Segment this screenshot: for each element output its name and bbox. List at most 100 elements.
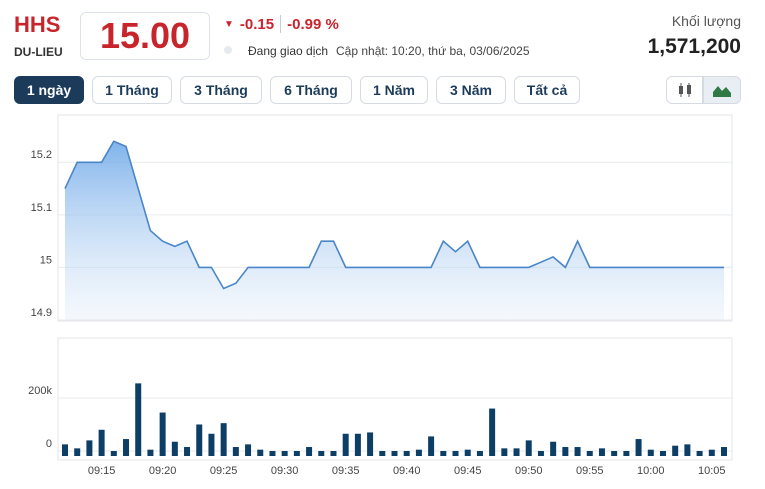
volume-bar (257, 449, 264, 456)
volume-bar (684, 444, 691, 456)
range-tab[interactable]: 1 Tháng (92, 76, 172, 104)
volume-bar (318, 451, 325, 456)
symbol: HHS (14, 12, 61, 37)
volume-bar (147, 449, 154, 456)
price: 15.00 (80, 12, 210, 60)
y-tick-label: 0 (46, 438, 52, 450)
down-arrow: ▼ (224, 18, 234, 30)
volume-bar (306, 447, 313, 456)
x-tick-label: 09:50 (515, 465, 543, 477)
exchange: DU-LIEU (14, 45, 63, 59)
volume-bar (647, 449, 654, 456)
y-tick-label: 15 (40, 254, 52, 266)
volume-bar (562, 447, 569, 456)
area-icon (713, 86, 731, 97)
volume-bar (62, 444, 68, 456)
volume-bar (415, 449, 422, 456)
volume-bar (721, 447, 727, 456)
volume-bar (452, 451, 459, 456)
volume-bar (476, 451, 483, 456)
volume-label: Khối lượng (671, 13, 741, 29)
x-tick-label: 09:25 (210, 465, 238, 477)
y-tick-label: 200k (28, 385, 52, 397)
range-tab[interactable]: 3 Năm (436, 76, 506, 104)
range-tab[interactable]: 6 Tháng (270, 76, 352, 104)
volume-bar (379, 451, 386, 456)
volume-bar (464, 449, 471, 456)
volume: 1,571,200 (647, 35, 741, 58)
volume-bar (74, 448, 81, 456)
x-tick-label: 10:00 (637, 465, 665, 477)
price-frame (57, 114, 733, 322)
candle-icon (678, 83, 691, 97)
volume-bar (196, 424, 203, 456)
volume-bar (403, 451, 410, 456)
volume-bar (159, 412, 166, 456)
volume-bar (245, 444, 252, 456)
range-tab[interactable]: Tất cả (514, 76, 580, 104)
x-tick-label: 09:40 (393, 465, 421, 477)
volume-bar (281, 451, 288, 456)
volume-bar (391, 451, 398, 456)
volume-bar (574, 447, 581, 456)
volume-bar (330, 451, 337, 456)
status-dot (224, 46, 232, 54)
change-box: ▼ -0.15 -0.99 % (224, 15, 339, 33)
volume-bar (342, 433, 349, 456)
volume-bar (537, 451, 544, 456)
volume-bar (110, 451, 117, 456)
volume-bar (501, 448, 508, 456)
volume-bar (525, 440, 532, 456)
price-area (65, 141, 724, 320)
x-tick-label: 09:45 (454, 465, 482, 477)
volume-bar (269, 451, 276, 456)
volume-bar (135, 383, 142, 456)
volume-bar (513, 448, 520, 456)
y-tick-label: 15.1 (31, 202, 52, 214)
volume-bar (696, 451, 703, 456)
volume-bar (440, 451, 447, 456)
range-tab[interactable]: 1 ngày (14, 76, 84, 104)
y-tick-label: 15.2 (31, 149, 52, 161)
updated: Cập nhật: 10:20, thứ ba, 03/06/2025 (336, 44, 530, 58)
change: -0.15 (239, 15, 275, 33)
divider (280, 15, 282, 33)
volume-bar (208, 433, 215, 456)
volume-bar (184, 447, 191, 456)
price-line (64, 140, 724, 290)
volume-bar (123, 439, 130, 456)
range-tab[interactable]: 3 Tháng (180, 76, 262, 104)
volume-bar (428, 436, 435, 456)
volume-bar (611, 451, 618, 456)
range-tab[interactable]: 1 Năm (360, 76, 428, 104)
x-tick-label: 09:55 (576, 465, 604, 477)
x-tick-label: 09:30 (271, 465, 299, 477)
status: Đang giao dịch (248, 44, 329, 58)
volume-frame (57, 337, 733, 461)
x-tick-label: 09:20 (149, 465, 177, 477)
x-tick-label: 10:05 (698, 465, 726, 477)
area-toggle[interactable] (703, 76, 741, 104)
volume-bar (598, 448, 605, 456)
volume-bar (489, 408, 496, 456)
x-tick-label: 09:15 (88, 465, 116, 477)
volume-bar (635, 439, 642, 456)
volume-bar (659, 451, 666, 456)
y-tick-label: 14.9 (31, 307, 52, 319)
x-tick-label: 09:35 (332, 465, 360, 477)
volume-bar (98, 429, 105, 456)
volume-bar (586, 451, 593, 456)
candle-toggle[interactable] (666, 76, 703, 104)
volume-bar (708, 449, 715, 456)
volume-bar (293, 451, 300, 456)
change-pct: -0.99 % (287, 15, 339, 33)
volume-bar (550, 441, 557, 456)
volume-bar (171, 441, 178, 456)
volume-bar (86, 440, 93, 456)
volume-bar (672, 445, 679, 456)
volume-bar (220, 423, 227, 456)
volume-bar (354, 433, 361, 456)
volume-bar (623, 451, 630, 456)
